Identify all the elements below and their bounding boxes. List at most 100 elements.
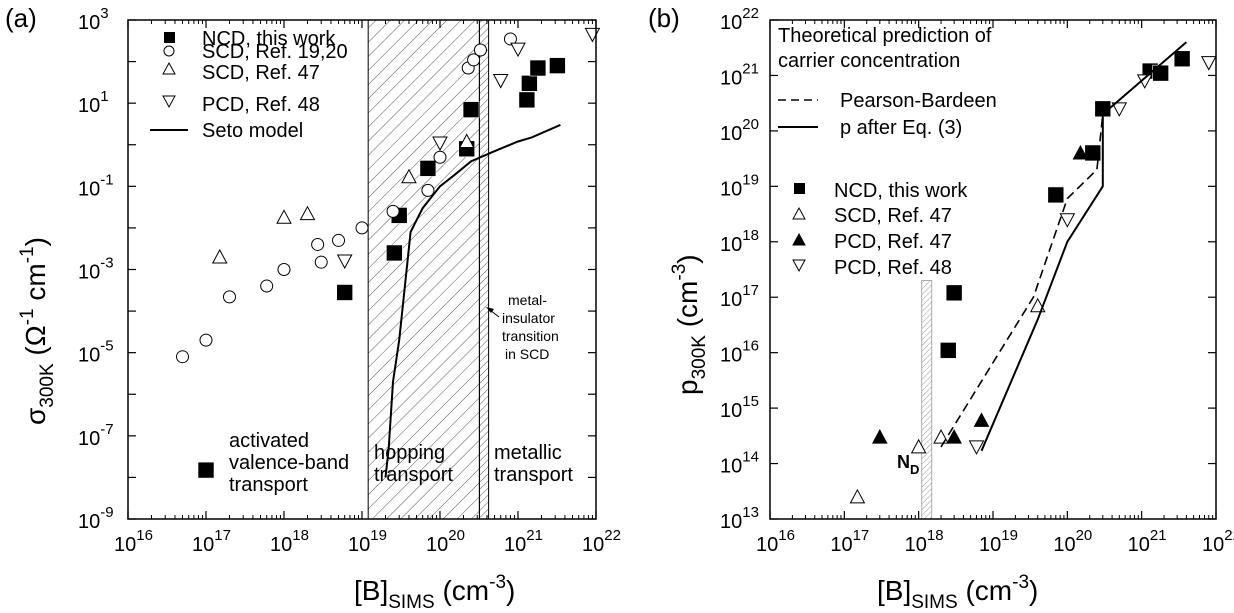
data-point xyxy=(299,205,316,221)
panel-a-annotations: activated valence-band transport hopping… xyxy=(229,292,573,496)
panel-a-legend: NCD, this work SCD, Ref. 19,20 SCD, Ref.… xyxy=(150,28,348,142)
legend-entry-ncd: NCD, this work xyxy=(202,28,336,50)
y-tick-label: 10-3 xyxy=(78,255,114,284)
panel-a-regions xyxy=(367,19,490,520)
data-point xyxy=(311,237,325,251)
legend-marker-square-filled-b xyxy=(794,183,805,194)
annotation-metallic-2: transport xyxy=(494,464,573,486)
series-triangle-down-open xyxy=(336,27,601,270)
data-point xyxy=(458,133,475,148)
panel-b-frame xyxy=(769,19,1217,520)
annotation-metallic-1: metallic xyxy=(494,442,562,464)
y-tick-label: 1014 xyxy=(720,449,759,478)
x-tick-label: 1022 xyxy=(582,527,621,556)
annotation-mit-2: insulator xyxy=(502,310,555,326)
series-line xyxy=(980,41,1188,452)
data-point xyxy=(584,27,601,43)
x-tick-label: 1018 xyxy=(270,527,309,556)
data-point xyxy=(933,429,949,444)
data-point xyxy=(462,101,480,118)
legend-entry-p-eq3: p after Eq. (3) xyxy=(840,117,962,139)
x-tick-label: 1019 xyxy=(348,527,387,556)
annotation-activated-3: transport xyxy=(229,474,308,496)
series-line xyxy=(384,123,561,478)
x-tick-label: 1016 xyxy=(114,527,153,556)
y-tick-label: 103 xyxy=(78,5,109,34)
region-0 xyxy=(367,19,480,520)
data-point xyxy=(199,333,213,347)
x-tick-label: 1020 xyxy=(426,527,465,556)
data-point xyxy=(510,42,526,58)
legend-entry-ncd-b: NCD, this work xyxy=(834,180,968,202)
data-point xyxy=(945,284,963,302)
y-tick-label: 1020 xyxy=(720,116,759,145)
series-line xyxy=(940,114,1104,448)
y-tick-label: 1021 xyxy=(720,60,759,89)
annotation-hopping-1: hopping xyxy=(374,442,445,464)
panel-b-label: (b) xyxy=(648,3,680,33)
y-tick-label: 101 xyxy=(78,88,109,117)
annotation-mit-arrowhead xyxy=(486,307,494,313)
data-point xyxy=(176,350,190,364)
data-point xyxy=(467,53,481,67)
data-point xyxy=(1200,56,1217,71)
legend-entry-pcd-ref48-b: PCD, Ref. 48 xyxy=(834,257,952,279)
series-square-filled xyxy=(939,50,1191,359)
x-tick-label: 1018 xyxy=(905,527,944,556)
x-tick-label: 1020 xyxy=(1053,527,1092,556)
data-point xyxy=(433,150,447,164)
y-tick-label: 10-5 xyxy=(78,338,114,367)
legend-title-b-2: carrier concentration xyxy=(778,50,960,72)
data-point xyxy=(421,183,435,197)
data-point xyxy=(355,221,369,235)
annotation-mit-3: transition xyxy=(502,328,559,344)
legend-marker-square-filled xyxy=(164,32,175,43)
data-point xyxy=(1047,186,1065,204)
y-tick-label: 1019 xyxy=(720,171,759,200)
legend-entry-pcd-ref48: PCD, Ref. 48 xyxy=(202,94,320,116)
data-point xyxy=(432,136,448,152)
data-point xyxy=(1111,102,1128,117)
y-tick-label: 1015 xyxy=(720,393,759,422)
panel-b-regions xyxy=(921,280,933,520)
y-tick-label: 1017 xyxy=(720,282,759,311)
legend-entry-scd-ref47: SCD, Ref. 47 xyxy=(202,62,320,84)
panel-a-y-axis-label: σ300K (Ω-1 cm-1) xyxy=(17,237,58,425)
series-triangle-up-open xyxy=(849,297,1046,504)
panel-b-y-axis-label: p300K (cm-3) xyxy=(669,254,710,395)
y-tick-label: 1013 xyxy=(720,504,759,533)
series-line-solid xyxy=(980,41,1188,452)
x-tick-label: 1021 xyxy=(1128,527,1167,556)
x-tick-label: 1021 xyxy=(504,527,543,556)
legend-marker-triangle-down-open xyxy=(162,95,176,109)
legend-entry-scd-ref47-b: SCD, Ref. 47 xyxy=(834,205,952,227)
annotation-hopping-2: transport xyxy=(374,464,453,486)
panel-b-marks xyxy=(849,41,1217,504)
annotation-nd: ND xyxy=(897,452,919,477)
legend-entry-seto: Seto model xyxy=(202,120,303,142)
data-point xyxy=(549,57,566,74)
data-point xyxy=(1173,50,1191,68)
data-point xyxy=(492,74,509,89)
data-point xyxy=(419,160,437,177)
data-point xyxy=(968,440,985,455)
legend-marker-triangle-up-filled-b xyxy=(792,232,806,246)
y-tick-label: 1022 xyxy=(720,5,759,34)
data-point xyxy=(1072,144,1089,160)
panel-a-tick-labels: 1016 1017 1018 1019 1020 1021 1022 10-9 10-7 10-5… xyxy=(78,5,621,556)
data-point xyxy=(277,263,291,276)
data-point xyxy=(521,75,538,92)
legend-entry-scd-ref19: SCD, Ref. 19,20 xyxy=(202,41,348,63)
data-point xyxy=(211,248,228,264)
data-point xyxy=(336,254,353,270)
data-point xyxy=(473,43,487,57)
series-line-dashed xyxy=(940,114,1104,448)
x-tick-label: 1017 xyxy=(192,527,231,556)
data-point xyxy=(197,461,215,479)
data-point xyxy=(401,168,417,184)
x-tick-label: 1016 xyxy=(756,527,795,556)
y-tick-label: 10-1 xyxy=(78,171,114,200)
data-point xyxy=(314,255,328,269)
legend-entry-pcd-ref47-b: PCD, Ref. 47 xyxy=(834,231,952,253)
